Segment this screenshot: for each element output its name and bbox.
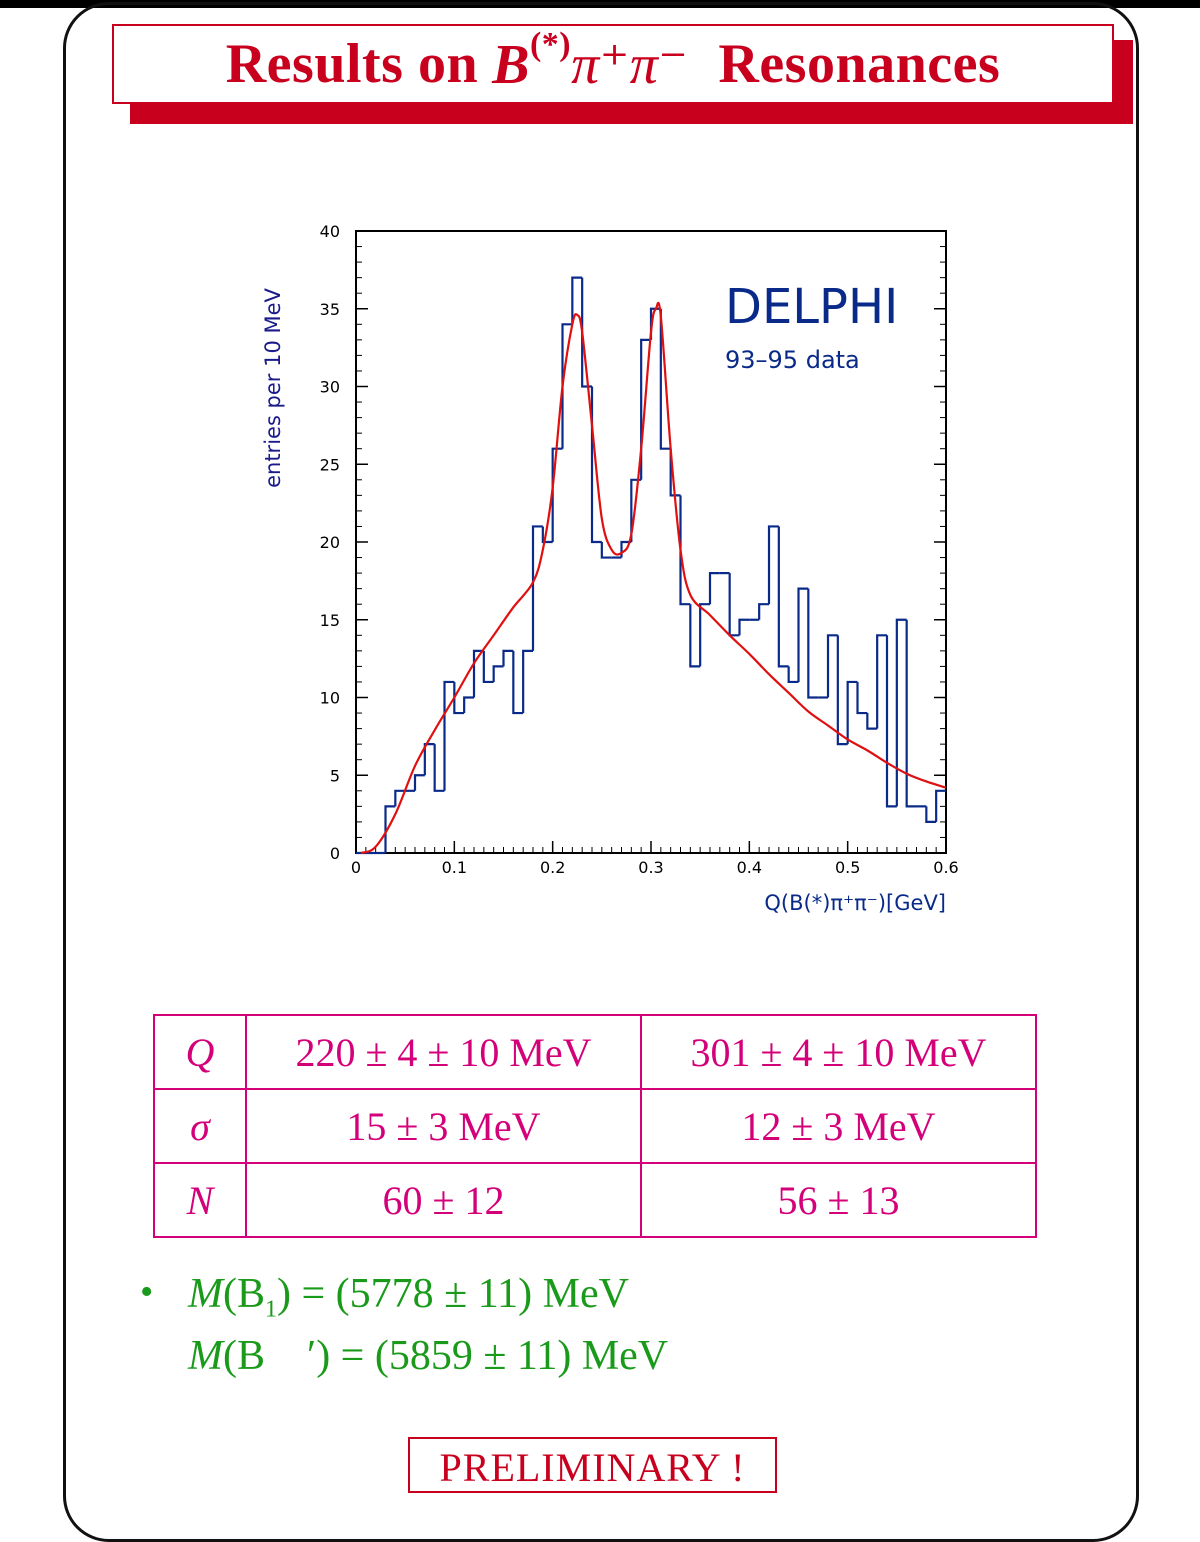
histogram-bin <box>767 525 779 605</box>
y-axis-label: entries per 10 MeV <box>261 287 285 487</box>
table-cell: 60 ± 12 <box>245 1162 642 1238</box>
histogram-bin <box>384 805 396 853</box>
row-symbol: Q <box>153 1014 247 1090</box>
histogram-bin <box>836 635 848 746</box>
y-tick-label: 30 <box>320 378 340 397</box>
y-tick-label: 35 <box>320 300 340 319</box>
row-symbol: σ <box>153 1088 247 1164</box>
histogram-bin <box>522 649 533 714</box>
histogram-bin <box>561 323 573 449</box>
histogram-bin <box>541 526 553 544</box>
histogram-bin <box>423 743 435 776</box>
histogram-bin <box>640 338 651 480</box>
histogram-bin <box>856 681 868 715</box>
histogram-bin <box>797 587 809 682</box>
bullet-icon: • <box>140 1271 154 1313</box>
chart-axes: 0 5 10 15 20 25 30 35 40 0 0.1 0.2 0.3 0.4 0.5 0.6 <box>320 222 959 877</box>
data-period-label: 93–95 data <box>725 346 860 374</box>
histogram-series <box>356 276 946 855</box>
histogram-bin <box>738 618 750 636</box>
results-table: Q 220 ± 4 ± 10 MeV 301 ± 4 ± 10 MeV σ 15… <box>153 1014 1037 1238</box>
histogram-bin <box>512 650 524 715</box>
histogram-bin <box>728 573 740 637</box>
histogram-bin <box>787 666 799 684</box>
table-row: Q 220 ± 4 ± 10 MeV 301 ± 4 ± 10 MeV <box>153 1014 1037 1090</box>
x-tick-label: 0 <box>351 858 361 877</box>
histogram-bin <box>876 634 887 729</box>
fit-curve-group <box>360 301 947 855</box>
x-tick-label: 0.5 <box>835 858 860 877</box>
fit-curve <box>360 301 947 855</box>
table-row: N 60 ± 12 56 ± 13 <box>153 1162 1037 1238</box>
histogram-bin <box>679 495 691 606</box>
mass-line-b1: M(B1) = (5778 ± 11) MeV <box>188 1271 629 1323</box>
mass-line-b-prime: M(B ′) = (5859 ± 11) MeV <box>188 1333 669 1379</box>
histogram-bin <box>807 588 819 699</box>
x-axis-label: Q(B(*)π⁺π⁻)[GeV] <box>764 891 946 915</box>
histogram-bin <box>925 806 937 823</box>
histogram-bin <box>394 789 406 807</box>
histogram-bin <box>826 634 838 698</box>
table-cell: 220 ± 4 ± 10 MeV <box>245 1014 642 1090</box>
y-tick-label: 0 <box>330 844 340 863</box>
y-tick-label: 25 <box>320 455 340 474</box>
x-tick-label: 0.2 <box>540 858 565 877</box>
histogram-bin <box>866 713 878 730</box>
x-tick-label: 0.3 <box>638 858 663 877</box>
histogram-bin <box>935 789 946 822</box>
title-prefix: Results on <box>225 33 479 95</box>
histogram-bin <box>885 635 897 808</box>
histogram-bin <box>413 774 425 791</box>
histogram-bin <box>443 680 455 791</box>
preliminary-label: PRELIMINARY ! <box>408 1437 777 1493</box>
table-cell: 12 ± 3 MeV <box>640 1088 1037 1164</box>
histogram-bin <box>453 681 465 715</box>
histogram-bin <box>895 618 907 807</box>
y-tick-label: 10 <box>320 689 340 708</box>
title-math: B(*)π⁺π⁻ <box>492 25 689 96</box>
histogram-bin <box>846 680 858 745</box>
y-tick-label: 20 <box>320 533 340 552</box>
experiment-label: DELPHI <box>725 279 898 335</box>
histogram-chart: 0 5 10 15 20 25 30 35 40 0 0.1 0.2 0.3 0.4 0.5 0.6 entr… <box>261 222 959 915</box>
histogram-bin <box>482 650 494 684</box>
table-cell: 301 ± 4 ± 10 MeV <box>640 1014 1037 1090</box>
histogram-bin <box>758 603 769 620</box>
y-tick-label: 5 <box>330 766 340 785</box>
y-tick-label: 15 <box>320 611 340 630</box>
histogram-bin <box>531 525 543 651</box>
histogram-bin <box>669 448 681 497</box>
histogram-bin <box>600 542 612 559</box>
histogram-bin <box>689 604 701 668</box>
histogram-bin <box>492 665 504 682</box>
slide-title: Results on B(*)π⁺π⁻ Resonances <box>112 24 1114 104</box>
table-row: σ 15 ± 3 MeV 12 ± 3 MeV <box>153 1088 1037 1164</box>
y-tick-label: 40 <box>320 222 340 241</box>
histogram-bin <box>590 386 602 544</box>
histogram-bin <box>659 308 671 450</box>
table-cell: 15 ± 3 MeV <box>245 1088 642 1164</box>
histogram-bin <box>905 619 917 808</box>
histogram-bin <box>571 276 583 325</box>
title-suffix: Resonances <box>718 33 1001 95</box>
table-cell: 56 ± 13 <box>640 1162 1037 1238</box>
histogram-bin <box>777 526 789 668</box>
histogram-bin <box>708 572 720 605</box>
histogram-bin <box>699 603 710 667</box>
row-symbol: N <box>153 1162 247 1238</box>
x-tick-label: 0.4 <box>737 858 762 877</box>
histogram-bin <box>472 649 484 698</box>
x-tick-label: 0.1 <box>442 858 467 877</box>
histogram-bin <box>433 744 445 792</box>
x-tick-label: 0.6 <box>933 858 958 877</box>
histogram-bin <box>551 447 563 542</box>
histogram-bin <box>463 696 474 714</box>
histogram-bin <box>502 649 514 667</box>
